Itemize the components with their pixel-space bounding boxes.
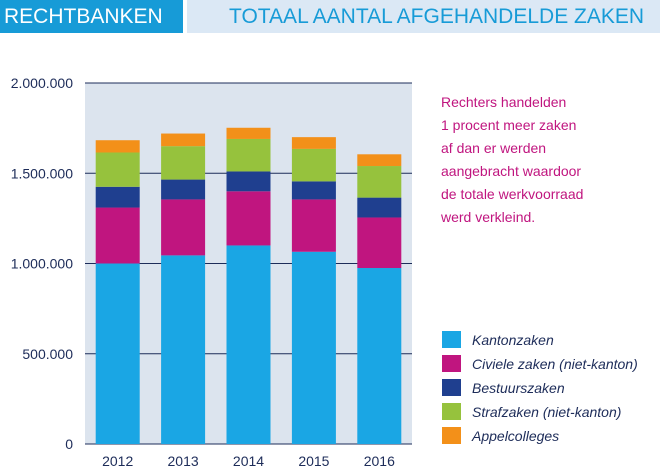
y-tick-label: 1.000.000 bbox=[11, 256, 73, 272]
bar-segment bbox=[95, 152, 140, 187]
bar-segment bbox=[291, 199, 336, 252]
x-tick-label: 2015 bbox=[298, 453, 329, 469]
note-line: werd verkleind. bbox=[441, 209, 536, 225]
legend-swatch bbox=[442, 355, 461, 372]
chart-note: Rechters handelden 1 procent meer zaken … bbox=[441, 91, 651, 229]
bar-segment bbox=[95, 186, 140, 208]
x-tick-label: 2012 bbox=[102, 453, 133, 469]
legend-label: Appelcolleges bbox=[472, 428, 560, 444]
legend-label: Civiele zaken (niet-kanton) bbox=[472, 356, 638, 372]
bar-segment bbox=[95, 140, 140, 153]
x-tick-label: 2013 bbox=[168, 453, 199, 469]
bar-segment bbox=[291, 251, 336, 444]
bar-segment bbox=[161, 199, 206, 256]
note-line: Rechters handelden bbox=[441, 94, 567, 110]
x-tick-label: 2016 bbox=[364, 453, 395, 469]
legend-label: Strafzaken (niet-kanton) bbox=[472, 404, 622, 420]
bar-segment bbox=[357, 154, 402, 167]
bar-segment bbox=[226, 171, 271, 192]
bar-segment bbox=[291, 137, 336, 149]
header-left-title: RECHTBANKEN bbox=[4, 5, 163, 28]
bar-segment bbox=[95, 207, 140, 264]
legend-label: Bestuurszaken bbox=[472, 380, 565, 396]
x-tick-label: 2014 bbox=[233, 453, 264, 469]
bar-segment bbox=[357, 197, 402, 218]
legend-label: Kantonzaken bbox=[472, 332, 554, 348]
bar-segment bbox=[357, 166, 402, 198]
legend-swatch bbox=[442, 379, 461, 396]
header-right-title: TOTAAL AANTAL AFGEHANDELDE ZAKEN bbox=[229, 5, 645, 28]
header-right: TOTAAL AANTAL AFGEHANDELDE ZAKEN bbox=[187, 0, 660, 33]
bar-segment bbox=[95, 263, 140, 444]
legend-swatch bbox=[442, 403, 461, 420]
note-line: aangebracht waardoor bbox=[441, 163, 582, 179]
header-left: RECHTBANKEN bbox=[0, 0, 183, 33]
bar-segment bbox=[161, 133, 206, 147]
y-tick-label: 500.000 bbox=[22, 346, 73, 362]
bar-segment bbox=[357, 217, 402, 269]
y-tick-label: 0 bbox=[65, 436, 73, 452]
bar-segment bbox=[161, 179, 206, 200]
y-tick-label: 1.500.000 bbox=[11, 165, 73, 181]
bar-segment bbox=[161, 146, 206, 180]
bar-segment bbox=[357, 268, 402, 444]
bar-segment bbox=[226, 127, 271, 139]
bar-segment bbox=[226, 138, 271, 172]
bar-segment bbox=[291, 148, 336, 182]
bar-segment bbox=[226, 245, 271, 444]
bar-segment bbox=[291, 181, 336, 200]
note-line: 1 procent meer zaken bbox=[441, 117, 577, 133]
note-line: de totale werkvoorraad bbox=[441, 186, 584, 202]
legend-swatch bbox=[442, 331, 461, 348]
bar-segment bbox=[226, 191, 271, 246]
note-line: af dan er werden bbox=[441, 140, 547, 156]
y-tick-label: 2.000.000 bbox=[11, 75, 73, 91]
bar-segment bbox=[161, 255, 206, 444]
legend-swatch bbox=[442, 427, 461, 444]
